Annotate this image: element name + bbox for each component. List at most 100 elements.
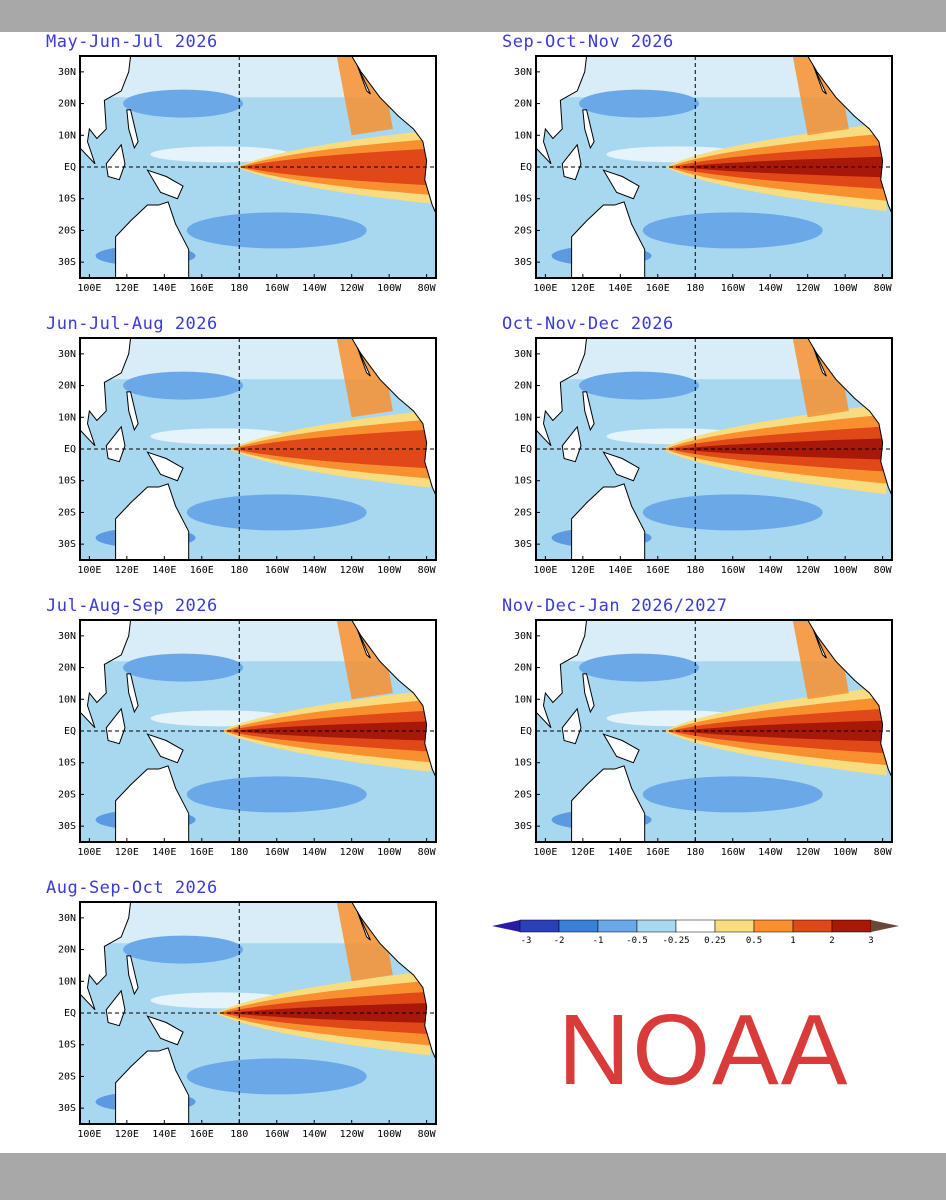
- asia-landmass: [80, 620, 132, 729]
- latitude-label: EQ: [64, 444, 76, 455]
- colorbar-label: 1: [790, 936, 795, 946]
- latitude-label: 20N: [58, 663, 76, 674]
- cool-pool-south: [642, 212, 823, 249]
- sst-anomaly-map: 30N 20N 10N EQ 10S 20S 30S 100E 120E 140E 160E 180 1…: [58, 619, 437, 858]
- longitude-label: 180: [686, 847, 704, 858]
- australia-landmass: [115, 483, 190, 560]
- latitude-label: EQ: [64, 162, 76, 173]
- longitude-label: 80W: [874, 565, 893, 576]
- latitude-label: 20S: [514, 507, 532, 518]
- colorbar-swatch: [714, 919, 755, 933]
- forecast-panel-nov-dec-jan: Nov-Dec-Jan 2026/2027 30N 20N 10N EQ 10S 20S 3…: [500, 596, 900, 866]
- latitude-label: EQ: [520, 444, 532, 455]
- panel-title: Aug-Sep-Oct 2026: [46, 878, 218, 898]
- latitude-label: 30S: [514, 821, 532, 832]
- americas-landmass: [807, 338, 892, 497]
- longitude-label: 80W: [418, 847, 437, 858]
- longitude-label: 140E: [152, 283, 176, 294]
- longitude-label: 140W: [758, 847, 783, 858]
- longitude-label: 120E: [115, 847, 139, 858]
- philippines-landmass: [126, 673, 139, 714]
- longitude-label: 140E: [152, 565, 176, 576]
- longitude-label: 100W: [833, 847, 858, 858]
- philippines-landmass: [582, 673, 595, 714]
- latitude-label: 30S: [58, 257, 76, 268]
- longitude-label: 180: [230, 283, 248, 294]
- longitude-label: 140W: [302, 847, 327, 858]
- colorbar-label: -2: [554, 936, 565, 946]
- new-guinea-landmass: [146, 1015, 184, 1046]
- sst-anomaly-map: 30N 20N 10N EQ 10S 20S 30S 100E 120E 140E 160E 180 1…: [514, 55, 893, 294]
- americas-landmass: [351, 338, 436, 497]
- forecast-panel-jun-jul-aug: Jun-Jul-Aug 2026 30N 20N 10N EQ 10S 20S 30S 100…: [44, 314, 444, 584]
- new-guinea-landmass: [602, 733, 640, 764]
- latitude-label: 20S: [514, 225, 532, 236]
- asia-landmass: [80, 56, 132, 165]
- longitude-label: 120E: [115, 1129, 139, 1140]
- longitude-label: 160W: [265, 1129, 290, 1140]
- longitude-label: 160E: [646, 847, 670, 858]
- latitude-label: 20N: [514, 663, 532, 674]
- longitude-label: 140W: [302, 1129, 327, 1140]
- cool-pool-south: [642, 776, 823, 813]
- panel-title: May-Jun-Jul 2026: [46, 32, 218, 52]
- americas-landmass: [351, 620, 436, 779]
- colorbar-label: 3: [868, 936, 873, 946]
- colorbar-swatch: [558, 919, 599, 933]
- americas-landmass: [351, 902, 436, 1061]
- longitude-label: 100W: [833, 283, 858, 294]
- australia-landmass: [571, 765, 646, 842]
- latitude-label: 30N: [514, 631, 532, 642]
- longitude-label: 160W: [721, 565, 746, 576]
- latitude-label: 10N: [514, 130, 532, 141]
- longitude-label: 100W: [377, 1129, 402, 1140]
- borneo-landmass: [105, 143, 126, 181]
- longitude-label: 160E: [190, 565, 214, 576]
- borneo-landmass: [105, 989, 126, 1027]
- longitude-label: 100E: [533, 283, 557, 294]
- longitude-label: 140E: [152, 1129, 176, 1140]
- colorbar-label: 0.5: [746, 936, 762, 946]
- longitude-label: 120W: [340, 847, 365, 858]
- latitude-label: 20S: [58, 789, 76, 800]
- forecast-panel-aug-sep-oct: Aug-Sep-Oct 2026 30N 20N 10N EQ 10S 20S 30S 100…: [44, 878, 444, 1148]
- borneo-landmass: [561, 143, 582, 181]
- latitude-label: 10S: [58, 1040, 76, 1051]
- longitude-label: 140E: [608, 283, 632, 294]
- latitude-label: 30N: [514, 67, 532, 78]
- longitude-label: 120W: [796, 283, 821, 294]
- cool-pool-north: [123, 89, 244, 118]
- new-guinea-landmass: [146, 169, 184, 200]
- australia-landmass: [115, 1047, 190, 1124]
- americas-landmass: [807, 620, 892, 779]
- cool-pool-south: [186, 1058, 367, 1095]
- longitude-label: 180: [230, 565, 248, 576]
- longitude-label: 120E: [571, 565, 595, 576]
- colorbar-swatch: [636, 919, 677, 933]
- cool-pool-north: [123, 371, 244, 400]
- australia-landmass: [571, 201, 646, 278]
- colorbar-label: -0.5: [626, 936, 648, 946]
- longitude-label: 100E: [533, 565, 557, 576]
- latitude-label: 30S: [58, 821, 76, 832]
- borneo-landmass: [561, 707, 582, 745]
- latitude-label: 10N: [58, 694, 76, 705]
- latitude-label: 10S: [514, 758, 532, 769]
- longitude-label: 160E: [646, 565, 670, 576]
- asia-landmass: [536, 56, 588, 165]
- longitude-label: 80W: [874, 283, 893, 294]
- warm-anomaly-layer: [229, 1003, 431, 1023]
- cool-pool-north: [123, 653, 244, 682]
- longitude-label: 100E: [533, 847, 557, 858]
- new-guinea-landmass: [602, 451, 640, 482]
- latitude-label: 10N: [514, 694, 532, 705]
- asia-landmass: [536, 338, 588, 447]
- cool-pool-north: [123, 935, 244, 964]
- latitude-label: 20N: [58, 381, 76, 392]
- longitude-label: 120E: [571, 847, 595, 858]
- latitude-label: 10N: [58, 412, 76, 423]
- latitude-label: EQ: [520, 162, 532, 173]
- baja-peninsula: [812, 347, 827, 377]
- panel-title: Jul-Aug-Sep 2026: [46, 596, 218, 616]
- bottom-frame-bar: [0, 1153, 946, 1200]
